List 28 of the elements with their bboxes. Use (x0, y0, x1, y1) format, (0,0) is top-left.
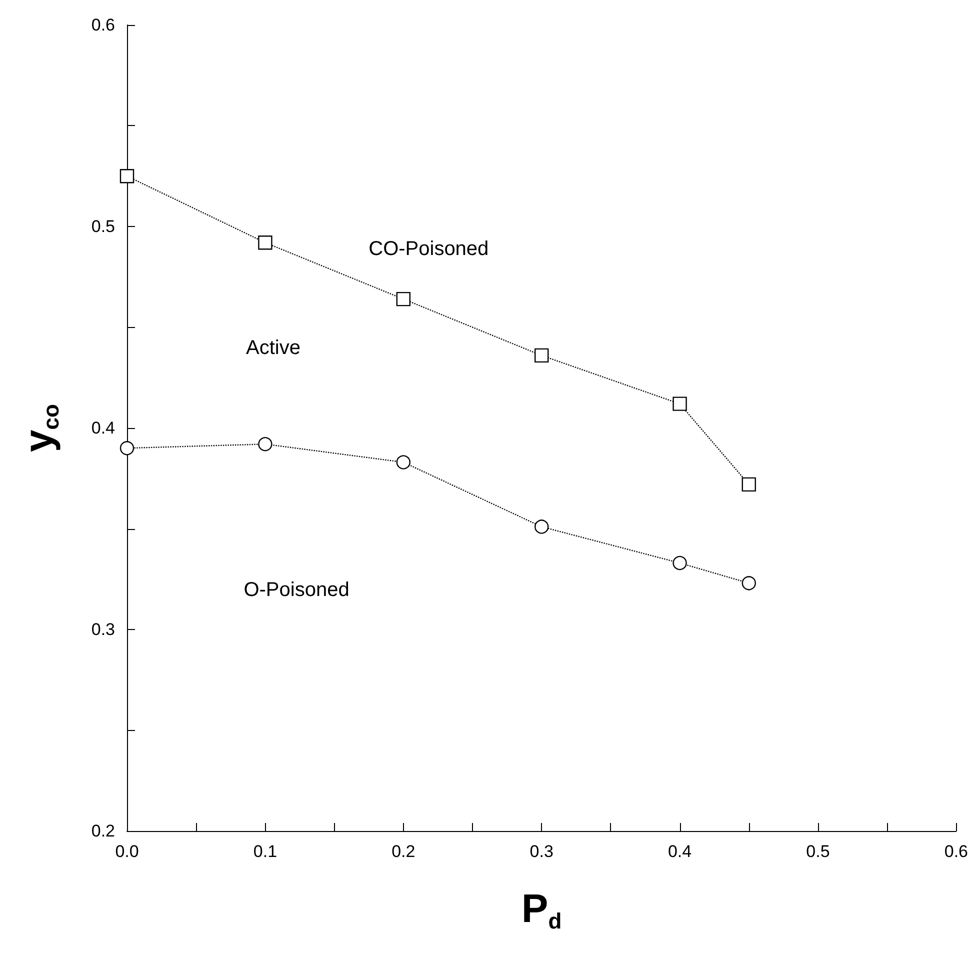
point (258, 236, 272, 250)
point (672, 396, 687, 411)
y-tick-label: 0.4 (91, 418, 115, 438)
x-tick-label: 0.5 (806, 842, 830, 861)
annotation: Active (246, 337, 300, 360)
point (742, 576, 756, 590)
point (396, 292, 410, 306)
point (120, 441, 134, 456)
y-tick-label: 0.6 (91, 16, 115, 34)
point (120, 169, 134, 184)
point (534, 348, 549, 363)
annotation: CO-Poisoned (368, 238, 489, 260)
point (258, 437, 272, 452)
point (534, 520, 549, 534)
y-tick-label: 0.3 (91, 620, 115, 639)
y-tick-label: 0.5 (91, 217, 115, 236)
x-tick-label: 0.1 (253, 842, 278, 861)
annotation: O-Poisoned (244, 579, 350, 602)
x-tick-label: 0.3 (530, 842, 554, 861)
point (396, 455, 410, 470)
point (672, 556, 687, 570)
x-tick-label: 0.2 (392, 842, 416, 861)
x-tick-label: 0.0 (115, 842, 139, 861)
y-tick-label: 0.2 (91, 822, 115, 840)
y-axis-title: yco (17, 404, 64, 452)
x-tick-label: 0.4 (668, 842, 692, 861)
point (742, 477, 756, 492)
x-tick-label: 0.6 (944, 842, 968, 861)
